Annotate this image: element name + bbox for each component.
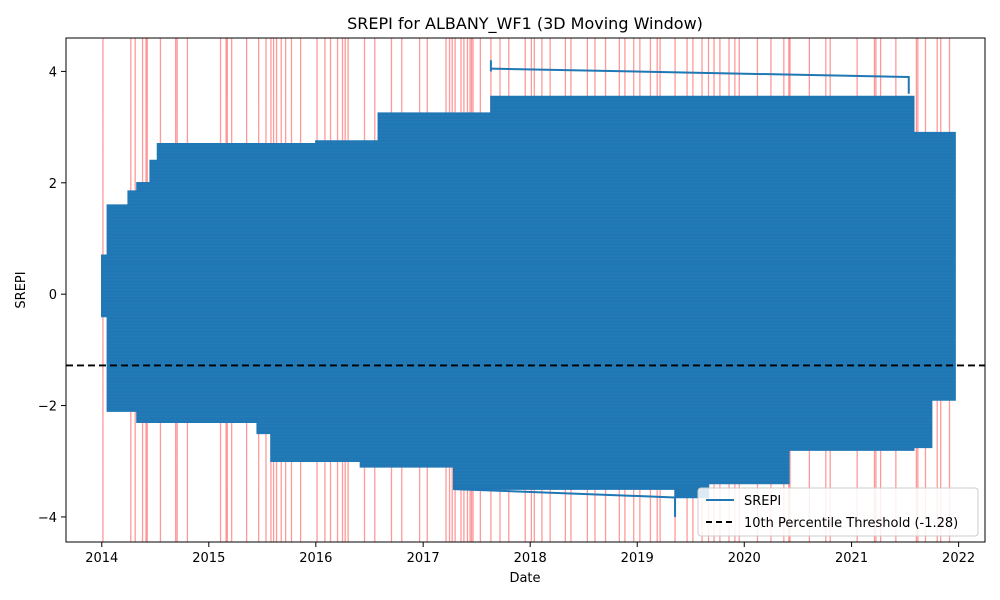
x-tick-label-2021: 2021 xyxy=(835,551,868,566)
x-tick-label-2019: 2019 xyxy=(621,551,654,566)
x-tick-label-2015: 2015 xyxy=(192,551,225,566)
chart-title: SREPI for ALBANY_WF1 (3D Moving Window) xyxy=(347,14,703,34)
y-tick-label--2: −2 xyxy=(38,400,57,415)
legend: SREPI 10th Percentile Threshold (-1.28) xyxy=(697,487,979,537)
legend-label-srepi: SREPI xyxy=(744,494,781,509)
legend-box xyxy=(697,487,979,537)
x-tick-label-2018: 2018 xyxy=(514,551,547,566)
x-tick-label-2022: 2022 xyxy=(942,551,975,566)
y-tick-label-2: 2 xyxy=(49,177,57,192)
srepi-band xyxy=(101,95,956,499)
legend-label-threshold: 10th Percentile Threshold (-1.28) xyxy=(744,516,958,531)
srepi-series xyxy=(101,60,956,517)
y-axis-label: SREPI xyxy=(14,271,29,308)
x-tick-label-2014: 2014 xyxy=(85,551,118,566)
y-tick-label--4: −4 xyxy=(38,511,57,526)
x-tick-label-2016: 2016 xyxy=(299,551,332,566)
y-tick-label-4: 4 xyxy=(49,65,57,80)
x-axis-label: Date xyxy=(509,571,540,586)
x-axis: 2014 2015 2016 2017 2018 2019 2020 2021 2022 xyxy=(85,542,975,566)
x-tick-label-2017: 2017 xyxy=(407,551,440,566)
srepi-long-segment-1 xyxy=(453,488,676,499)
plot-frame xyxy=(65,37,986,543)
x-tick-label-2020: 2020 xyxy=(728,551,761,566)
y-axis: −4 −2 0 2 4 xyxy=(38,65,66,526)
srepi-long-segment-0 xyxy=(490,67,910,94)
y-tick-label-0: 0 xyxy=(49,288,57,303)
